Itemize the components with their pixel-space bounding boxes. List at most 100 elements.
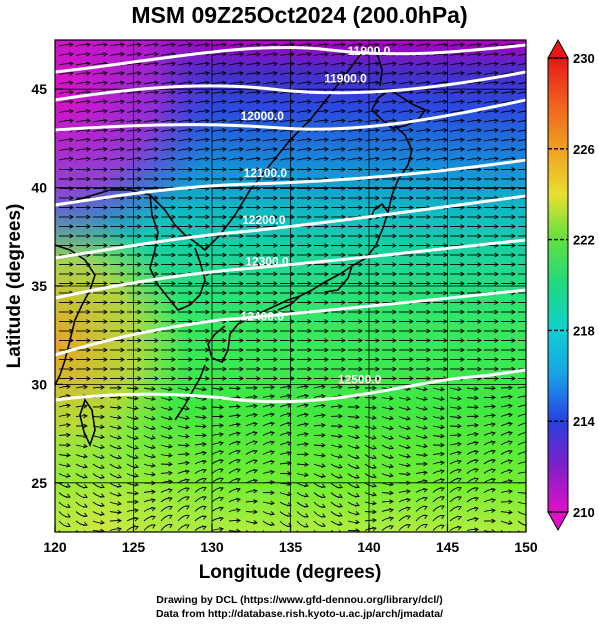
streamline-arrowhead <box>511 186 516 191</box>
streamline-arrowhead <box>304 482 309 488</box>
streamline-arrowhead <box>358 137 363 143</box>
streamline-arrowhead <box>151 396 156 401</box>
streamline-arrowhead <box>273 118 278 124</box>
streamline-arrowhead <box>256 233 261 239</box>
streamline-arrowhead <box>528 196 532 200</box>
streamline-arrowhead <box>219 423 224 428</box>
streamline-arrowhead <box>171 147 176 152</box>
streamline-arrowhead <box>426 147 431 152</box>
streamline-arrowhead <box>511 233 516 239</box>
streamline-arrowhead <box>256 290 261 296</box>
streamline-arrowhead <box>460 224 465 229</box>
streamline-arrowhead <box>133 464 139 469</box>
streamline-arrowhead <box>477 319 482 324</box>
streamline-arrowhead <box>287 491 292 497</box>
streamline-arrowhead <box>426 80 431 86</box>
streamline-arrowhead <box>409 243 414 248</box>
streamline-arrowhead <box>222 290 227 296</box>
streamline-arrowhead <box>256 376 261 381</box>
streamline-arrowhead <box>120 109 125 114</box>
streamline-arrowhead <box>511 137 516 143</box>
streamline-arrowhead <box>443 281 448 286</box>
streamline-arrowhead <box>270 450 275 455</box>
streamline-arrowhead <box>239 147 244 152</box>
streamline-arrowhead <box>103 357 108 362</box>
streamline-arrowhead <box>188 167 193 172</box>
streamline-arrowhead <box>372 500 377 506</box>
streamline-arrowhead <box>69 357 74 362</box>
streamline-arrowhead <box>528 128 532 132</box>
streamline-arrowhead <box>137 205 142 210</box>
streamline-arrowhead <box>86 176 91 182</box>
streamline-arrowhead <box>270 469 275 475</box>
streamline-arrowhead <box>341 347 346 353</box>
streamline-arrowhead <box>358 347 363 353</box>
streamline-arrowhead <box>151 425 156 431</box>
streamline-arrowhead <box>528 187 532 191</box>
streamline-arrowhead <box>154 147 159 152</box>
streamline-arrowhead <box>337 484 343 489</box>
streamline-arrowhead <box>406 480 411 486</box>
streamline-arrowhead <box>205 290 210 296</box>
streamline-arrowhead <box>337 493 343 499</box>
streamline-arrowhead <box>443 243 448 248</box>
coastlines <box>55 43 427 448</box>
streamline-arrowhead <box>511 118 516 124</box>
streamline-arrowhead <box>290 338 295 343</box>
streamline-arrowhead <box>473 487 479 492</box>
streamline-arrowhead <box>392 137 397 143</box>
streamline-arrowhead <box>494 271 499 277</box>
streamline-arrowhead <box>86 243 91 248</box>
streamline-arrowhead <box>99 464 105 469</box>
streamline-arrowhead <box>134 425 139 431</box>
streamline-arrowhead <box>239 80 244 86</box>
streamline-arrowhead <box>69 118 74 124</box>
streamline-arrowhead <box>117 509 122 515</box>
streamline-arrowhead <box>154 300 159 305</box>
streamline-arrowhead <box>477 214 482 220</box>
streamline-arrowhead <box>222 271 227 277</box>
streamline-arrowhead <box>188 338 193 343</box>
streamline-arrowhead <box>69 319 74 324</box>
streamline-arrowhead <box>477 137 482 143</box>
streamline-arrowhead <box>494 42 499 48</box>
streamline-arrowhead <box>103 167 108 172</box>
streamline-arrowhead <box>508 403 513 409</box>
streamline-arrowhead <box>321 442 326 448</box>
streamline-arrowhead <box>528 109 532 113</box>
streamline-arrowhead <box>324 195 329 201</box>
streamline-arrowhead <box>103 205 108 210</box>
streamline-segment <box>517 422 526 427</box>
streamline-arrowhead <box>406 489 411 494</box>
streamline-arrowhead <box>474 404 479 410</box>
streamline-arrowhead <box>219 450 224 455</box>
streamline-arrowhead <box>358 99 363 105</box>
streamline-arrowhead <box>137 214 142 220</box>
streamline-arrowhead <box>188 147 193 152</box>
streamline-arrowhead <box>83 453 88 459</box>
streamline-arrowhead <box>358 338 363 343</box>
streamline-arrowhead <box>392 195 397 201</box>
streamline-arrowhead <box>290 167 295 172</box>
streamline-arrowhead <box>494 300 499 305</box>
streamline-arrowhead <box>474 386 479 391</box>
streamline-segment <box>517 139 526 142</box>
streamline-arrowhead <box>270 460 275 465</box>
streamline-arrowhead <box>256 42 261 48</box>
streamline-arrowhead <box>392 214 397 220</box>
streamline-arrowhead <box>375 109 380 114</box>
streamline-arrowhead <box>222 52 227 57</box>
streamline-arrowhead <box>222 109 227 114</box>
streamline-arrowhead <box>168 415 173 421</box>
streamline-arrowhead <box>392 156 397 162</box>
streamline-arrowhead <box>171 80 176 86</box>
streamline-arrowhead <box>307 71 312 76</box>
streamline-segment <box>517 451 526 455</box>
streamline-arrowhead <box>184 524 190 529</box>
streamline-arrowhead <box>154 205 159 210</box>
streamline-arrowhead <box>236 422 241 428</box>
streamline-arrowhead <box>154 176 159 182</box>
streamline-arrowhead <box>426 176 431 182</box>
streamline-arrowhead <box>100 385 105 390</box>
streamline-arrowhead <box>355 424 360 430</box>
